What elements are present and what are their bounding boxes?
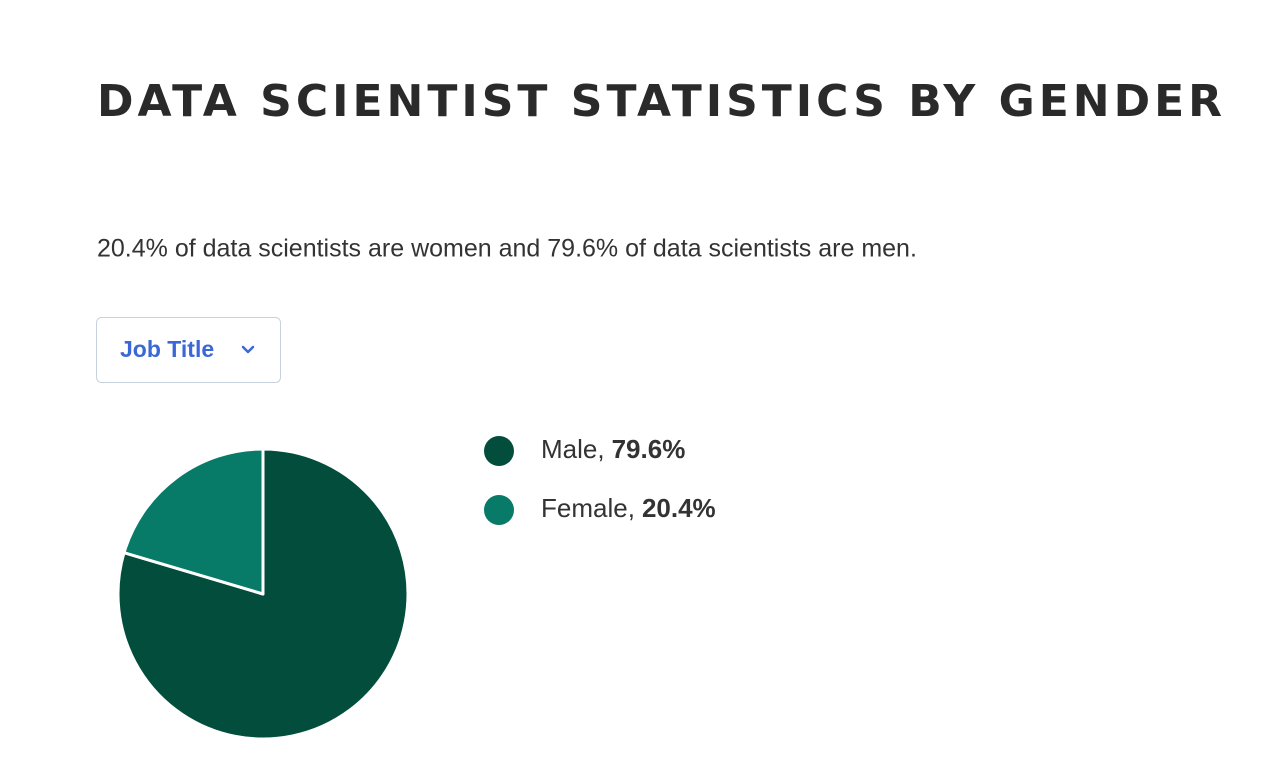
legend-separator: , — [597, 434, 604, 464]
page-title: DATA SCIENTIST STATISTICS BY GENDER — [97, 76, 1226, 127]
legend-entry: Female, 20.4% — [541, 493, 716, 523]
legend-separator: , — [628, 493, 635, 523]
legend-value: 79.6% — [612, 434, 686, 464]
legend-entry: Male, 79.6% — [541, 434, 685, 464]
description: 20.4% of data scientists are women and 7… — [97, 235, 917, 263]
legend-name: Male — [541, 434, 597, 464]
legend-name: Female — [541, 493, 628, 523]
dropdown-box[interactable] — [96, 317, 281, 383]
legend-marker — [484, 436, 514, 466]
legend-marker — [484, 495, 514, 525]
pie-slice — [122, 447, 265, 596]
dropdown[interactable]: Job Title — [96, 317, 281, 383]
legend: Male, 79.6%Female, 20.4% — [484, 434, 716, 525]
dropdown-label[interactable]: Job Title — [120, 336, 214, 362]
chevron-icon[interactable] — [241, 345, 255, 354]
legend-value: 20.4% — [642, 493, 716, 523]
pie-chart — [116, 447, 410, 741]
